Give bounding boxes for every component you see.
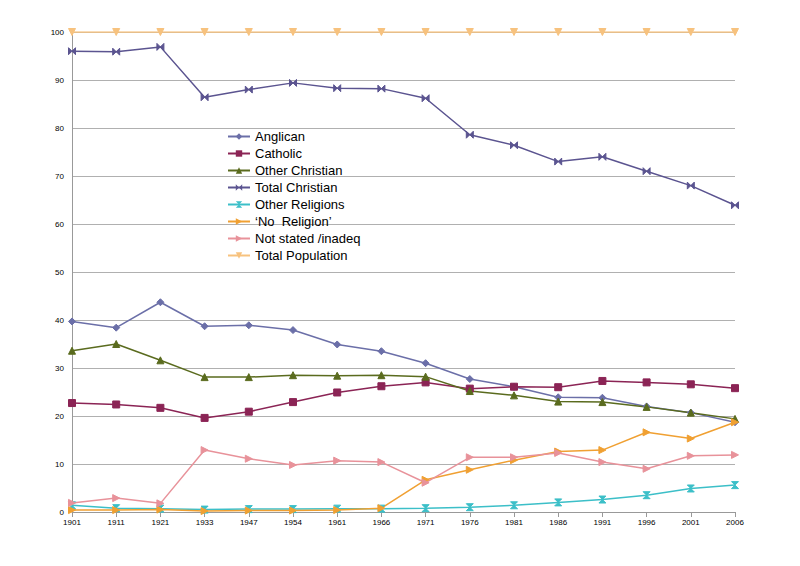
svg-text:1921: 1921 [152, 518, 170, 527]
svg-text:1986: 1986 [549, 518, 567, 527]
svg-text:90: 90 [55, 76, 64, 85]
svg-text:Total Christian: Total Christian [255, 180, 337, 195]
svg-text:100: 100 [51, 28, 65, 37]
svg-text:‘No Religion’: ‘No Religion’ [255, 214, 332, 229]
svg-text:30: 30 [55, 364, 64, 373]
svg-text:1996: 1996 [638, 518, 656, 527]
svg-text:1901: 1901 [63, 518, 81, 527]
svg-text:1961: 1961 [328, 518, 346, 527]
svg-text:Catholic: Catholic [255, 146, 302, 161]
svg-text:2001: 2001 [682, 518, 700, 527]
svg-text:Other Christian: Other Christian [255, 163, 342, 178]
svg-text:1933: 1933 [196, 518, 214, 527]
svg-text:10: 10 [55, 460, 64, 469]
svg-text:1966: 1966 [373, 518, 391, 527]
svg-text:1911: 1911 [108, 518, 126, 527]
svg-text:Not stated /inadeq: Not stated /inadeq [255, 231, 361, 246]
svg-text:50: 50 [55, 268, 64, 277]
svg-text:Anglican: Anglican [255, 129, 305, 144]
svg-text:1981: 1981 [505, 518, 523, 527]
svg-text:1954: 1954 [284, 518, 302, 527]
svg-text:Other Religions: Other Religions [255, 197, 345, 212]
svg-text:20: 20 [55, 412, 64, 421]
svg-text:Total Population: Total Population [255, 248, 348, 263]
svg-text:80: 80 [55, 124, 64, 133]
svg-text:1971: 1971 [417, 518, 435, 527]
svg-text:1976: 1976 [461, 518, 479, 527]
svg-text:70: 70 [55, 172, 64, 181]
svg-text:2006: 2006 [726, 518, 744, 527]
svg-text:1991: 1991 [594, 518, 612, 527]
svg-text:60: 60 [55, 220, 64, 229]
svg-text:0: 0 [60, 508, 65, 517]
svg-text:40: 40 [55, 316, 64, 325]
svg-text:1947: 1947 [240, 518, 258, 527]
